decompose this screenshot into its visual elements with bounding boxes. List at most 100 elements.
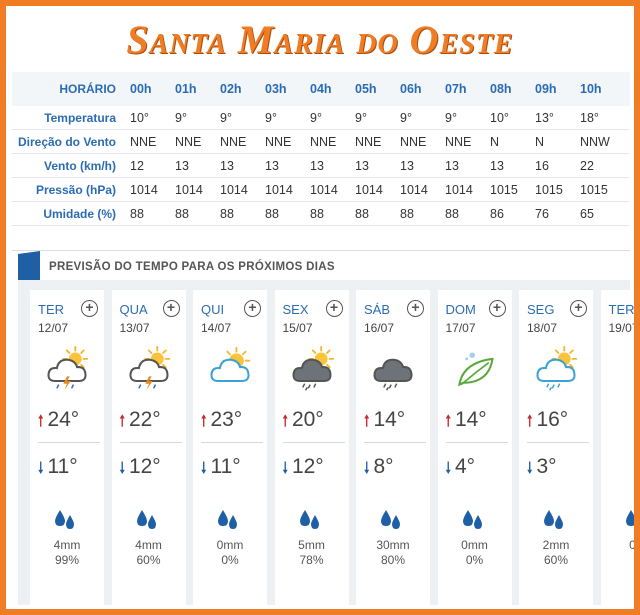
forecast-day-card[interactable]: SEX + 15/07 🠑 20° 🠓 12° 5mm 78% <box>274 290 349 605</box>
max-temp: 🠑 16° <box>527 408 568 436</box>
day-name: SEG <box>527 302 555 317</box>
forecast-day-card[interactable]: DOM + 17/07 🠑 14° 🠓 4° 0mm 0% <box>437 290 512 605</box>
page-title: Santa Maria do Oeste <box>126 17 514 62</box>
rain-amount: 0mm <box>216 538 244 552</box>
value-cell: 65 <box>580 206 594 221</box>
rain-amount: 2mm <box>542 538 570 552</box>
rain-drops-icon <box>55 510 74 529</box>
day-name: QUA <box>119 302 148 317</box>
header-label: HORÁRIO <box>59 82 116 96</box>
day-name: QUI <box>201 302 225 317</box>
row-label: Vento (km/h) <box>43 158 116 173</box>
dark-cloud-rain-icon <box>373 358 413 391</box>
forecast-title: PREVISÃO DO TEMPO PARA OS PRÓXIMOS DIAS <box>49 261 335 273</box>
arrow-up-icon: 🠑 <box>201 413 207 430</box>
value-cell: 9° <box>220 110 232 125</box>
value-cell: 13° <box>535 110 554 125</box>
forecast-day-card[interactable]: TER + 19/07 0m <box>600 290 636 605</box>
hourly-header-row: HORÁRIO 00h 01h 02h 03h 04h 05h 06h 07h … <box>12 72 630 106</box>
expand-plus-icon[interactable]: + <box>81 300 98 317</box>
value-cell: 16 <box>535 158 549 173</box>
value-cell: 1014 <box>400 182 428 197</box>
value-cell: 88 <box>400 206 414 221</box>
forecast-day-card[interactable]: QUI + 14/07 🠑 23° 🠓 11° 0mm 0% <box>193 290 267 605</box>
min-temp-value: 8° <box>373 455 394 478</box>
value-cell: NNE <box>130 134 157 149</box>
section-flag <box>18 251 40 281</box>
arrow-down-icon: 🠓 <box>38 460 44 477</box>
sun-dark-cloud-rain-icon <box>291 346 334 391</box>
day-date: 18/07 <box>527 321 558 335</box>
min-temp-value: 12° <box>291 455 324 478</box>
max-temp: 🠑 24° <box>38 408 79 436</box>
expand-plus-icon[interactable]: + <box>407 300 424 317</box>
min-temp: 🠓 12° <box>120 455 184 483</box>
expand-plus-icon[interactable]: + <box>570 300 587 317</box>
hourly-row: Vento (km/h) 12 13 13 13 13 13 13 13 13 16 22 <box>12 154 630 178</box>
value-cell: 1015 <box>535 182 563 197</box>
divider <box>527 442 589 443</box>
min-temp-value: 11° <box>47 455 78 478</box>
expand-plus-icon[interactable]: + <box>244 300 261 317</box>
value-cell: 1014 <box>355 182 383 197</box>
max-temp-value: 20° <box>291 408 324 431</box>
value-cell: 88 <box>445 206 459 221</box>
divider <box>445 442 508 443</box>
value-cell: 1015 <box>580 182 608 197</box>
value-cell: 1014 <box>175 182 203 197</box>
day-date: 13/07 <box>119 321 150 335</box>
value-cell: 9° <box>355 110 367 125</box>
rain-drops-icon <box>625 510 634 526</box>
value-cell: NNE <box>220 134 247 149</box>
divider <box>364 442 426 443</box>
value-cell: NNE <box>355 134 382 149</box>
forecast-day-card[interactable]: QUA + 13/07 🠑 22° 🠓 12° 4mm 60% <box>111 290 186 605</box>
divider <box>282 442 345 443</box>
value-cell: 9° <box>265 110 277 125</box>
value-cell: 13 <box>265 158 279 173</box>
rain-amount: 0mm <box>461 538 488 552</box>
day-date: 12/07 <box>38 321 69 335</box>
value-cell: NNE <box>310 134 337 149</box>
arrow-down-icon: 🠓 <box>201 460 207 477</box>
rain-drops-icon <box>299 510 319 529</box>
max-temp-value: 22° <box>128 408 161 431</box>
arrow-down-icon: 🠓 <box>527 460 533 477</box>
max-temp-value: 24° <box>47 408 80 431</box>
value-cell: 13 <box>355 158 369 173</box>
sun-cloud-icon <box>210 346 251 382</box>
value-cell: 13 <box>310 158 324 173</box>
value-cell: 88 <box>175 206 189 221</box>
min-temp: 🠓 4° <box>446 455 510 483</box>
max-temp: 🠑 14° <box>364 408 405 436</box>
hourly-row: Direção do Vento NNE NNE NNE NNE NNE NNE NNE NNE… <box>12 130 630 154</box>
value-cell: 1014 <box>265 182 293 197</box>
value-cell: 13 <box>220 158 234 173</box>
day-name: SEX <box>282 302 309 317</box>
expand-plus-icon[interactable]: + <box>488 300 506 317</box>
arrow-down-icon: 🠓 <box>119 460 125 477</box>
expand-plus-icon[interactable]: + <box>325 300 343 317</box>
arrow-up-icon: 🠑 <box>38 413 44 430</box>
day-name: TER <box>608 302 635 317</box>
arrow-up-icon: 🠑 <box>445 413 451 430</box>
sun-cloud-storm-icon <box>128 346 170 391</box>
min-temp: 🠓 11° <box>38 455 102 483</box>
rain-amount: 0m <box>629 538 636 552</box>
value-cell: 88 <box>130 206 144 221</box>
forecast-day-card[interactable]: TER + 12/07 🠑 24° 🠓 11° 4mm 99% <box>30 290 104 605</box>
forecast-day-card[interactable]: SEG + 18/07 🠑 16° 🠓 3° 2mm 60% <box>519 290 593 605</box>
value-cell: 18° <box>580 110 599 125</box>
rain-drops-icon <box>218 510 237 529</box>
value-cell: 10° <box>130 110 149 125</box>
hourly-row: Pressão (hPa) 1014 1014 1014 1014 1014 1014 101… <box>12 178 630 202</box>
day-date: 14/07 <box>201 321 232 335</box>
hour-cell: 08h <box>490 82 512 96</box>
forecast-day-card[interactable]: SÁB + 16/07 🠑 14° 🠓 8° 30mm 80% <box>356 290 430 605</box>
rain-probability: 78% <box>299 553 324 567</box>
divider <box>201 442 263 443</box>
min-temp: 🠓 12° <box>283 455 347 483</box>
row-label: Temperatura <box>44 110 116 125</box>
expand-plus-icon[interactable]: + <box>162 300 180 317</box>
hour-cell: 00h <box>130 82 152 96</box>
